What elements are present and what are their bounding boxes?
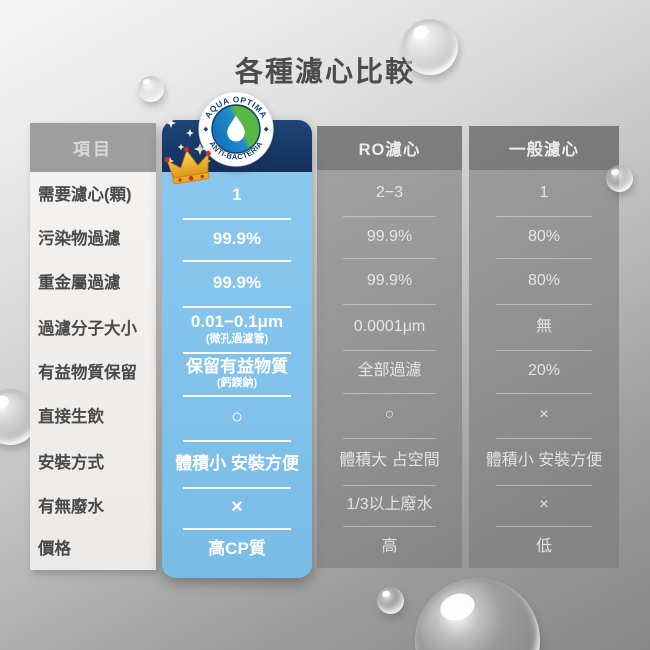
cell: 全部過濾 (317, 350, 462, 393)
circle-yes-icon: ○ (230, 406, 244, 428)
row-label: 有益物質保留 (38, 364, 137, 383)
row-label: 污染物過濾 (38, 229, 121, 248)
row-label: 過濾分子大小 (38, 319, 137, 338)
cell: ○ (317, 393, 462, 438)
row-label: 直接生飲 (38, 408, 104, 427)
page-title: 各種濾心比較 (234, 56, 415, 87)
row-label: 有無廢水 (38, 498, 104, 517)
water-drop-icon (402, 19, 458, 75)
cell: 無 (469, 304, 619, 350)
column-aqua-optima: 1 99.9% 99.9% 0.01−0.1μm (微孔過濾管) 保留有益物質 (鈣… (162, 120, 312, 578)
cross-no-icon: × (539, 406, 549, 424)
crown-icon (164, 146, 211, 185)
water-drop-icon (138, 76, 164, 102)
row-label: 需要濾心(顆) (38, 185, 132, 204)
ro-header: RO濾心 (317, 126, 462, 170)
cell: × (469, 485, 619, 526)
cell: 80% (469, 216, 619, 258)
cell: 0.0001μm (317, 304, 462, 350)
water-drop-icon (606, 165, 633, 192)
water-drop-icon (415, 578, 540, 650)
cell: 體積小 安裝方便 (469, 438, 619, 485)
cell: 2−3 (375, 183, 404, 201)
cell: 低 (469, 526, 619, 568)
cell: 0.01−0.1μm (微孔過濾管) (162, 306, 312, 352)
water-drop-icon (377, 587, 404, 614)
items-header: 項目 (30, 123, 156, 172)
cell: 保留有益物質 (鈣鎂鈉) (162, 352, 312, 395)
circle-yes-icon: ○ (384, 406, 395, 424)
row-label: 重金屬過濾 (38, 273, 121, 292)
cross-no-icon: × (539, 496, 549, 514)
cell: 99.9% (317, 258, 462, 304)
cell: 高 (317, 526, 462, 568)
cell: 99.9% (162, 260, 312, 306)
cell: 高CP質 (162, 528, 312, 570)
cell: 99.9% (317, 216, 462, 258)
column-general-filter: 一般濾心 1 80% 80% 無 20% × 體積小 安裝方便 × 低 (469, 126, 619, 568)
general-header: 一般濾心 (469, 126, 619, 170)
cell: 99.9% (162, 218, 312, 260)
cell: 20% (469, 350, 619, 393)
cell: 1/3以上廢水 (317, 485, 462, 526)
cell: ○ (162, 395, 312, 440)
column-items: 項目 需要濾心(顆) 污染物過濾 重金屬過濾 過濾分子大小 有益物質保留 直接生… (30, 123, 156, 570)
cell: 80% (469, 258, 619, 304)
row-label: 安裝方式 (38, 454, 104, 473)
cell: 體積小 安裝方便 (162, 440, 312, 487)
cell: 體積大 占空間 (317, 438, 462, 485)
aqua-optima-logo: AQUA OPTIMA ANTI-BACTERIA (198, 91, 274, 167)
cell: 1 (232, 185, 242, 205)
column-ro-filter: RO濾心 2−3 99.9% 99.9% 0.0001μm 全部過濾 ○ 體積大… (317, 126, 462, 568)
cell: 1 (539, 183, 549, 201)
cell: × (469, 393, 619, 438)
cell: × (162, 487, 312, 528)
row-label: 價格 (38, 539, 71, 558)
cross-no-icon: × (231, 496, 243, 518)
